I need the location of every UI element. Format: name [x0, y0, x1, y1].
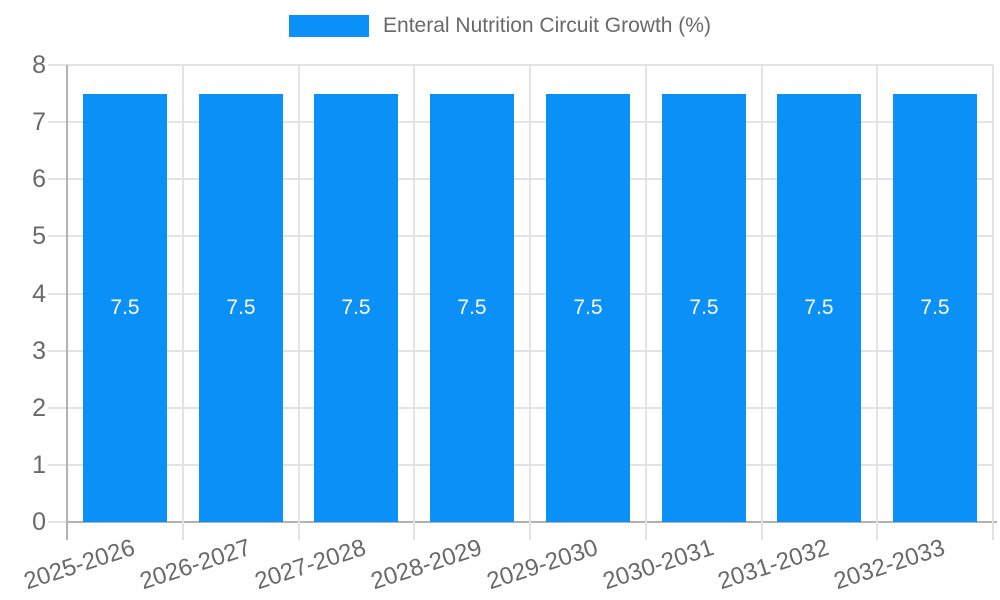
bar-value-label: 7.5 [689, 296, 719, 319]
x-tick-label: 2032-2033 [830, 534, 949, 596]
y-axis-tick [48, 235, 67, 237]
x-axis-tick [529, 522, 531, 540]
bar [546, 94, 630, 522]
y-axis-tick [48, 350, 67, 352]
x-axis-tick [645, 522, 647, 540]
bar-value-label: 7.5 [110, 296, 140, 319]
y-axis-line [66, 65, 68, 540]
x-tick-label: 2030-2031 [599, 534, 718, 596]
legend-label: Enteral Nutrition Circuit Growth (%) [383, 14, 711, 37]
bar [199, 94, 283, 522]
bar-value-label: 7.5 [573, 296, 603, 319]
y-tick-label: 5 [32, 222, 46, 250]
y-axis-tick [48, 521, 67, 523]
y-axis-tick [48, 407, 67, 409]
bar-value-label: 7.5 [804, 296, 834, 319]
y-tick-label: 3 [32, 337, 46, 365]
gridline-vertical [298, 65, 300, 522]
x-tick-label: 2025-2026 [20, 534, 139, 596]
bar-value-label: 7.5 [920, 296, 950, 319]
bar-value-label: 7.5 [226, 296, 256, 319]
bar [83, 94, 167, 522]
bar-value-label: 7.5 [341, 296, 371, 319]
x-tick-label: 2031-2032 [714, 534, 833, 596]
x-axis-tick [298, 522, 300, 540]
bar [314, 94, 398, 522]
gridline-vertical [761, 65, 763, 522]
x-tick-label: 2026-2027 [136, 534, 255, 596]
x-tick-label: 2027-2028 [251, 534, 370, 596]
x-tick-label: 2028-2029 [367, 534, 486, 596]
bar [430, 94, 514, 522]
y-axis-tick [48, 64, 67, 66]
x-tick-label: 2029-2030 [483, 534, 602, 596]
y-tick-label: 0 [32, 508, 46, 536]
gridline-vertical [876, 65, 878, 522]
y-tick-label: 8 [32, 51, 46, 79]
gridline-vertical [413, 65, 415, 522]
gridline-vertical [645, 65, 647, 522]
y-tick-label: 6 [32, 165, 46, 193]
gridline-vertical [182, 65, 184, 522]
bar [777, 94, 861, 522]
x-axis-tick [761, 522, 763, 540]
chart-legend: Enteral Nutrition Circuit Growth (%) [0, 14, 1000, 38]
y-axis-tick [48, 293, 67, 295]
x-axis-tick [413, 522, 415, 540]
x-axis-tick [182, 522, 184, 540]
y-axis-tick [48, 178, 67, 180]
y-tick-label: 7 [32, 108, 46, 136]
y-axis-tick [48, 464, 67, 466]
legend-swatch [289, 15, 370, 37]
bar [893, 94, 977, 522]
gridline-vertical [992, 65, 994, 522]
y-tick-label: 1 [32, 451, 46, 479]
y-tick-label: 2 [32, 394, 46, 422]
x-axis-tick [992, 522, 994, 540]
x-axis-tick [876, 522, 878, 540]
y-axis-tick [48, 121, 67, 123]
x-axis-line [67, 521, 997, 523]
bar-value-label: 7.5 [457, 296, 487, 319]
y-tick-label: 4 [32, 280, 46, 308]
gridline-vertical [529, 65, 531, 522]
bar [662, 94, 746, 522]
